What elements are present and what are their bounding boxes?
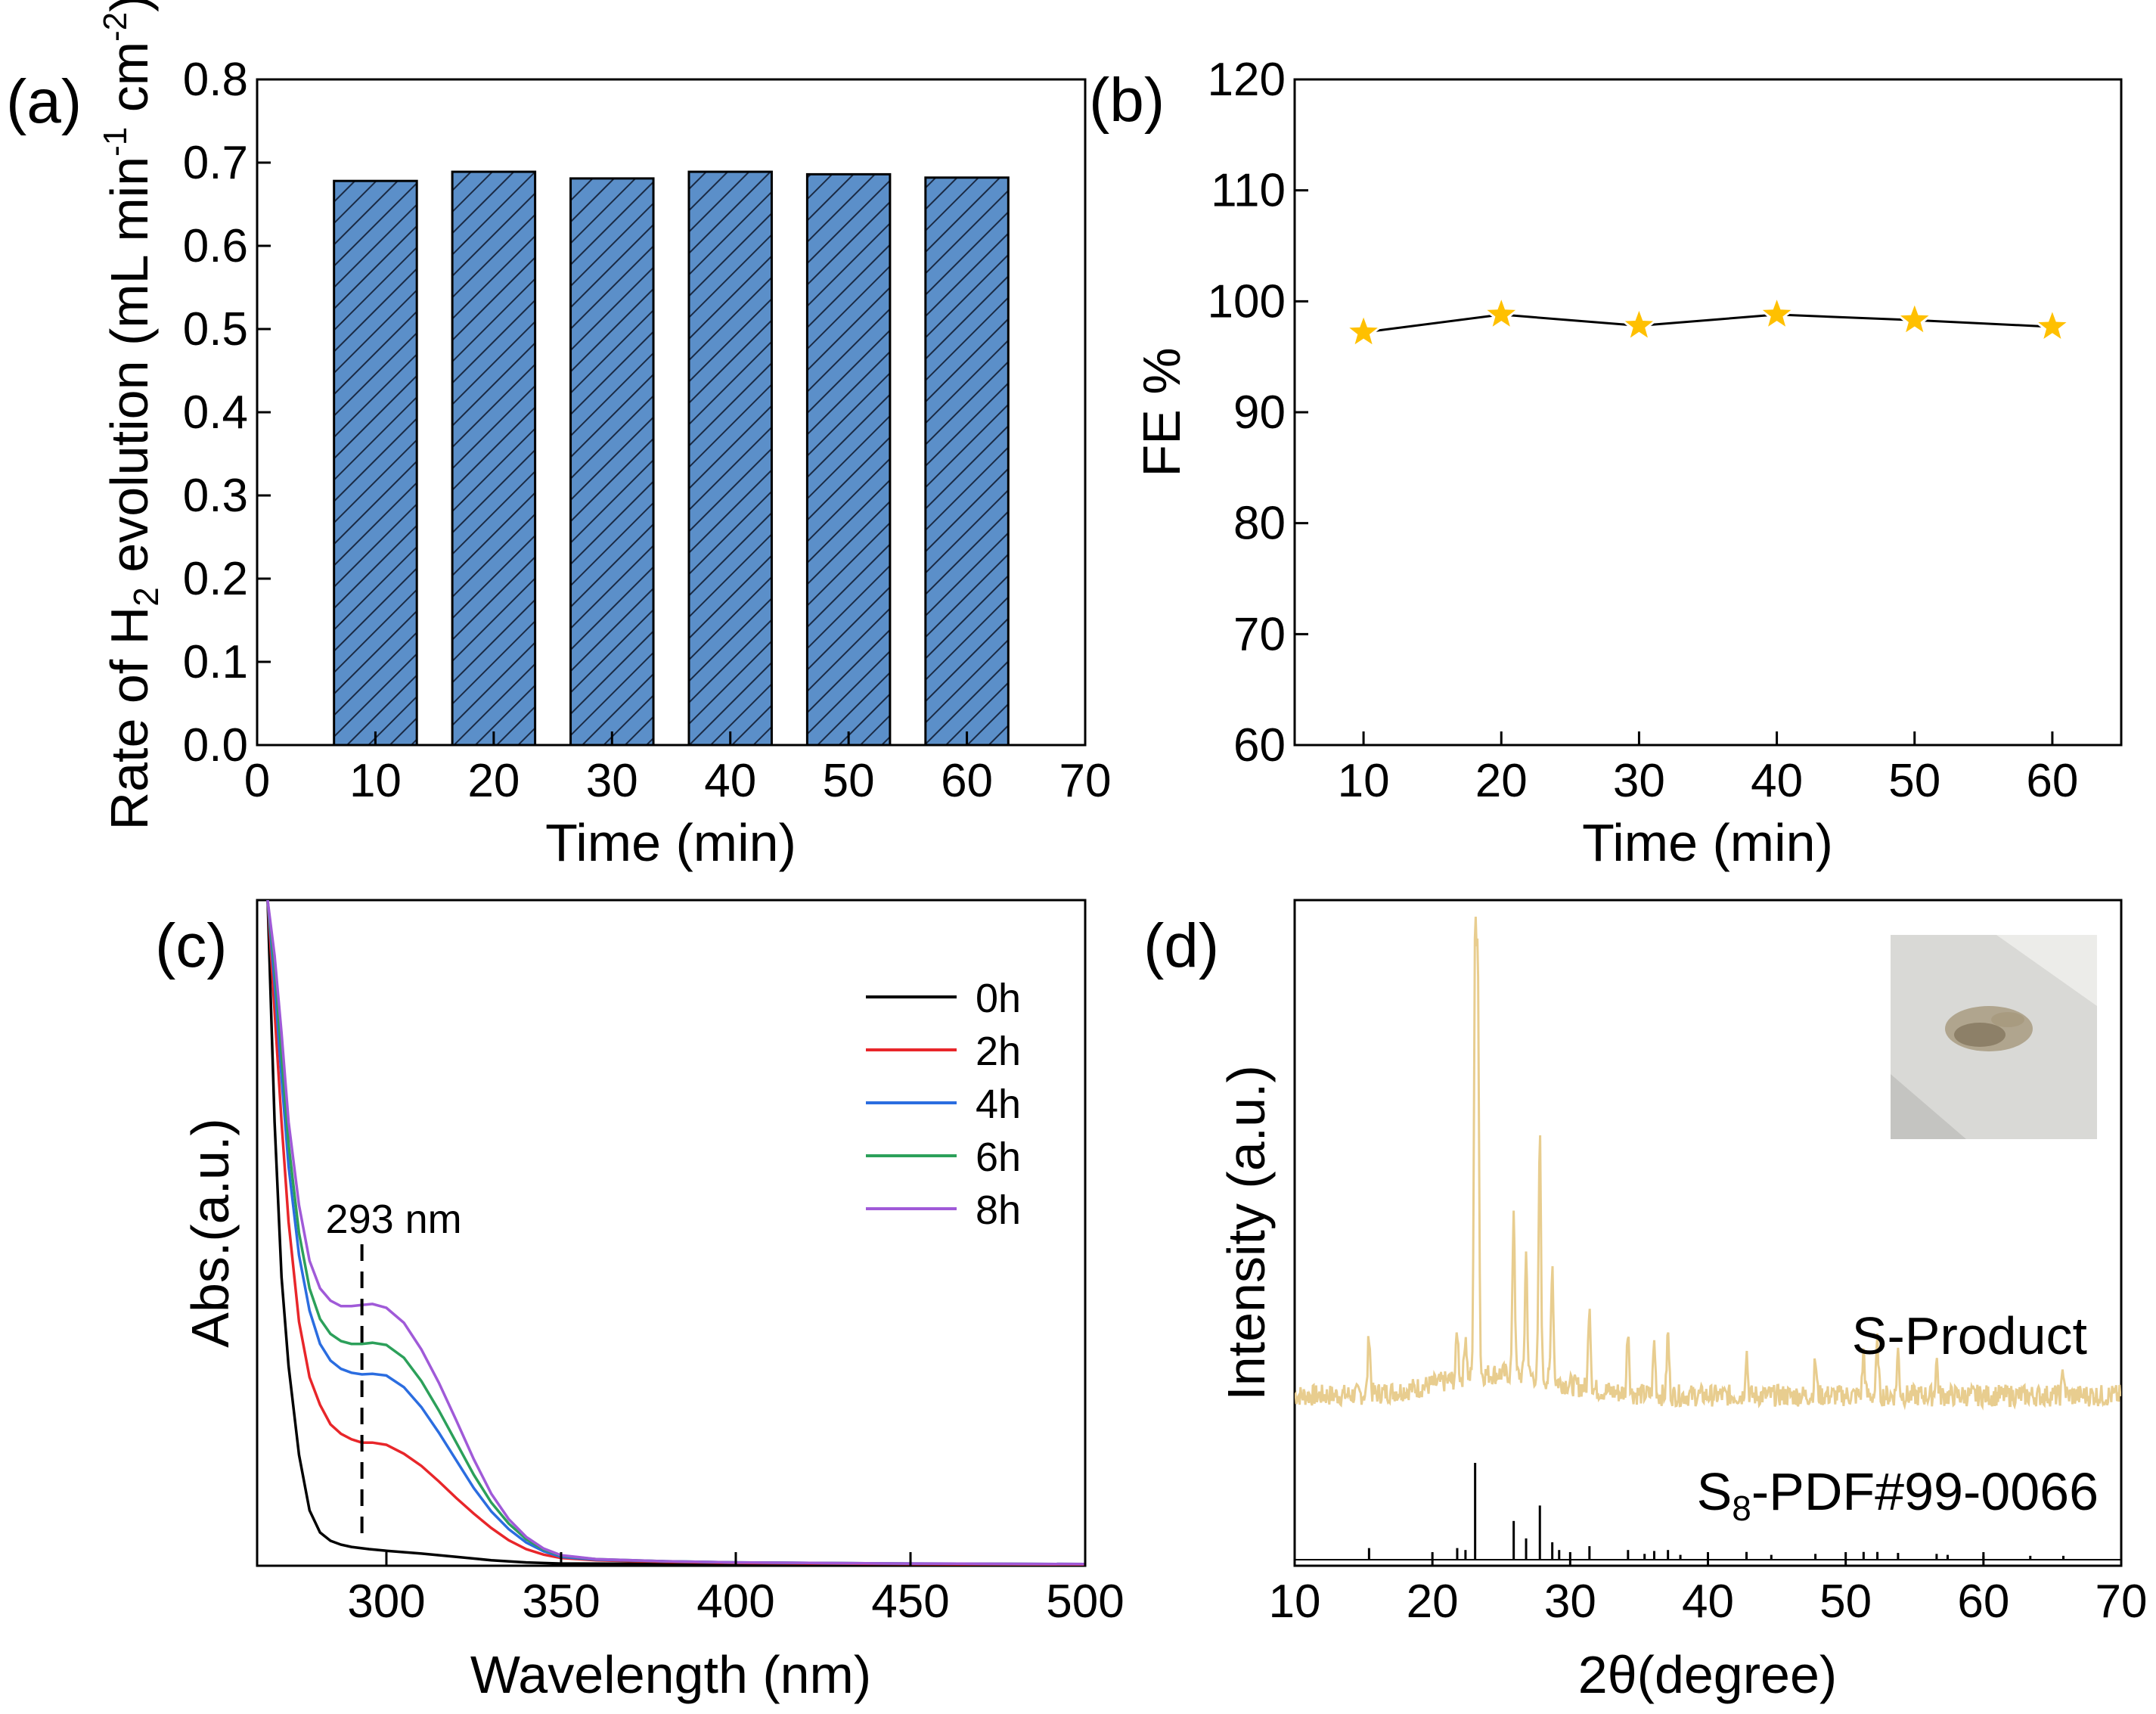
panel-b-label: (b): [1089, 66, 1165, 135]
panel-a-ytick-label: 0.8: [183, 54, 248, 106]
panel-b-ytick-label: 60: [1233, 719, 1286, 772]
bar-t20: [451, 170, 537, 747]
legend-label-8h: 8h: [976, 1188, 1021, 1233]
bar-t30: [569, 177, 655, 747]
panel-d-xtick-label: 10: [1269, 1576, 1321, 1628]
bar-t50: [805, 172, 892, 747]
panel-b-xtick-label: 30: [1613, 755, 1665, 807]
panel-d-label: (d): [1143, 911, 1219, 980]
s-product-label: S-Product: [1852, 1306, 2087, 1365]
panel-d-xtick-label: 40: [1682, 1576, 1734, 1628]
panel-a-xtick-label: 10: [349, 755, 402, 807]
s-product-pattern: [1295, 916, 2121, 1411]
panel-c-label: (c): [155, 911, 228, 980]
panel-a-xtick-label: 40: [704, 755, 756, 807]
panel-a-xtick-label: 0: [244, 755, 270, 807]
panel-b-ytick-label: 70: [1233, 608, 1286, 660]
panel-a-ytick-label: 0.1: [183, 636, 248, 688]
panel-a-y-label: Rate of H2 evolution (mL min-1 cm-2): [97, 0, 166, 830]
panel-b-ytick-label: 100: [1208, 275, 1286, 328]
legend-label-6h: 6h: [976, 1135, 1021, 1180]
panel-b-frame: [1293, 78, 2123, 747]
spectrum-0h: [266, 900, 1085, 1566]
panel-b-xtick-label: 50: [1888, 755, 1940, 807]
panel-c-frame: [256, 899, 1087, 1567]
panel-d-xtick-label: 60: [1957, 1576, 2009, 1628]
panel-c-xtick-label: 450: [871, 1576, 949, 1628]
panel-a-ytick-label: 0.2: [183, 553, 248, 605]
s8-reference-label: S8-PDF#99-0066: [1697, 1462, 2099, 1528]
panel-a-xtick-label: 50: [823, 755, 875, 807]
panel-b-xtick-label: 60: [2026, 755, 2078, 807]
panel-b: (b) 10 20 30 40 50 60 60 70 80 90 100 110 120 Time …: [1089, 54, 2123, 872]
panel-a: (a) 0 10 20 30 40 50 60 70 0.0 0.1 0.2 0.3 0.4 0.5 0.…: [6, 0, 1111, 872]
sulfur-sample-photo: [1891, 935, 2097, 1139]
fe-star-point: [1481, 293, 1522, 332]
panel-d-xtick-label: 20: [1407, 1576, 1459, 1628]
bar-t10: [333, 179, 418, 747]
legend-label-0h: 0h: [976, 976, 1021, 1021]
panel-d: (d) 10 20 30 40 50 60 70 S-Product S8-PDF#99-0…: [1143, 899, 2148, 1704]
spectrum-8h: [266, 900, 1085, 1566]
panel-c-xtick-label: 500: [1046, 1576, 1124, 1628]
panel-b-xtick-label: 10: [1338, 755, 1390, 807]
panel-d-xtick-label: 70: [2096, 1576, 2148, 1628]
panel-d-y-label: Intensity (a.u.): [1217, 1065, 1276, 1401]
panel-b-y-label: FE %: [1132, 347, 1191, 477]
fe-star-point: [1343, 311, 1385, 350]
fe-line: [1363, 313, 2052, 334]
panel-d-xtick-label: 50: [1819, 1576, 1872, 1628]
fe-star-point: [2031, 305, 2073, 345]
fe-star-point: [1756, 293, 1798, 332]
bar-t60: [924, 176, 1010, 747]
bar-t40: [687, 170, 773, 747]
panel-a-label: (a): [6, 67, 82, 136]
panel-a-xtick-label: 60: [941, 755, 993, 807]
panel-c-xtick-label: 350: [522, 1576, 600, 1628]
legend-label-2h: 2h: [976, 1029, 1021, 1074]
peak-annotation: 293 nm: [326, 1197, 462, 1242]
legend-label-4h: 4h: [976, 1082, 1021, 1127]
panel-b-ytick-label: 110: [1211, 165, 1286, 217]
panel-d-x-label: 2θ(degree): [1578, 1645, 1837, 1704]
panel-b-ytick-label: 80: [1233, 498, 1286, 550]
panel-b-ytick-label: 90: [1233, 387, 1286, 439]
panel-c: (c) 293 nm 0h 2h 4h 6h 8h 300 350 400 450 500 Wa…: [155, 899, 1125, 1704]
panel-a-ytick-label: 0.3: [183, 470, 248, 522]
panel-a-ytick-label: 0.4: [183, 387, 248, 439]
panel-c-xtick-label: 300: [347, 1576, 425, 1628]
panel-a-ytick-label: 0.7: [183, 137, 248, 189]
panel-d-xtick-label: 30: [1544, 1576, 1596, 1628]
panel-a-xtick-label: 30: [586, 755, 638, 807]
panel-a-xtick-label: 20: [467, 755, 520, 807]
panel-a-ytick-label: 0.5: [183, 303, 248, 356]
panel-b-xtick-label: 40: [1751, 755, 1803, 807]
panel-a-ytick-label: 0.0: [183, 719, 248, 772]
panel-c-y-label: Abs.(a.u.): [181, 1118, 240, 1347]
panel-c-xtick-label: 400: [696, 1576, 774, 1628]
fe-star-point: [1618, 304, 1660, 343]
panel-b-x-label: Time (min): [1582, 813, 1833, 872]
panel-b-xtick-label: 20: [1475, 755, 1528, 807]
panel-b-ytick-label: 120: [1208, 54, 1286, 106]
panel-c-x-label: Wavelength (nm): [470, 1645, 871, 1704]
fe-star-point: [1894, 298, 1935, 338]
panel-a-ytick-label: 0.6: [183, 220, 248, 272]
panel-a-xtick-label: 70: [1059, 755, 1112, 807]
panel-a-x-label: Time (min): [545, 813, 796, 872]
